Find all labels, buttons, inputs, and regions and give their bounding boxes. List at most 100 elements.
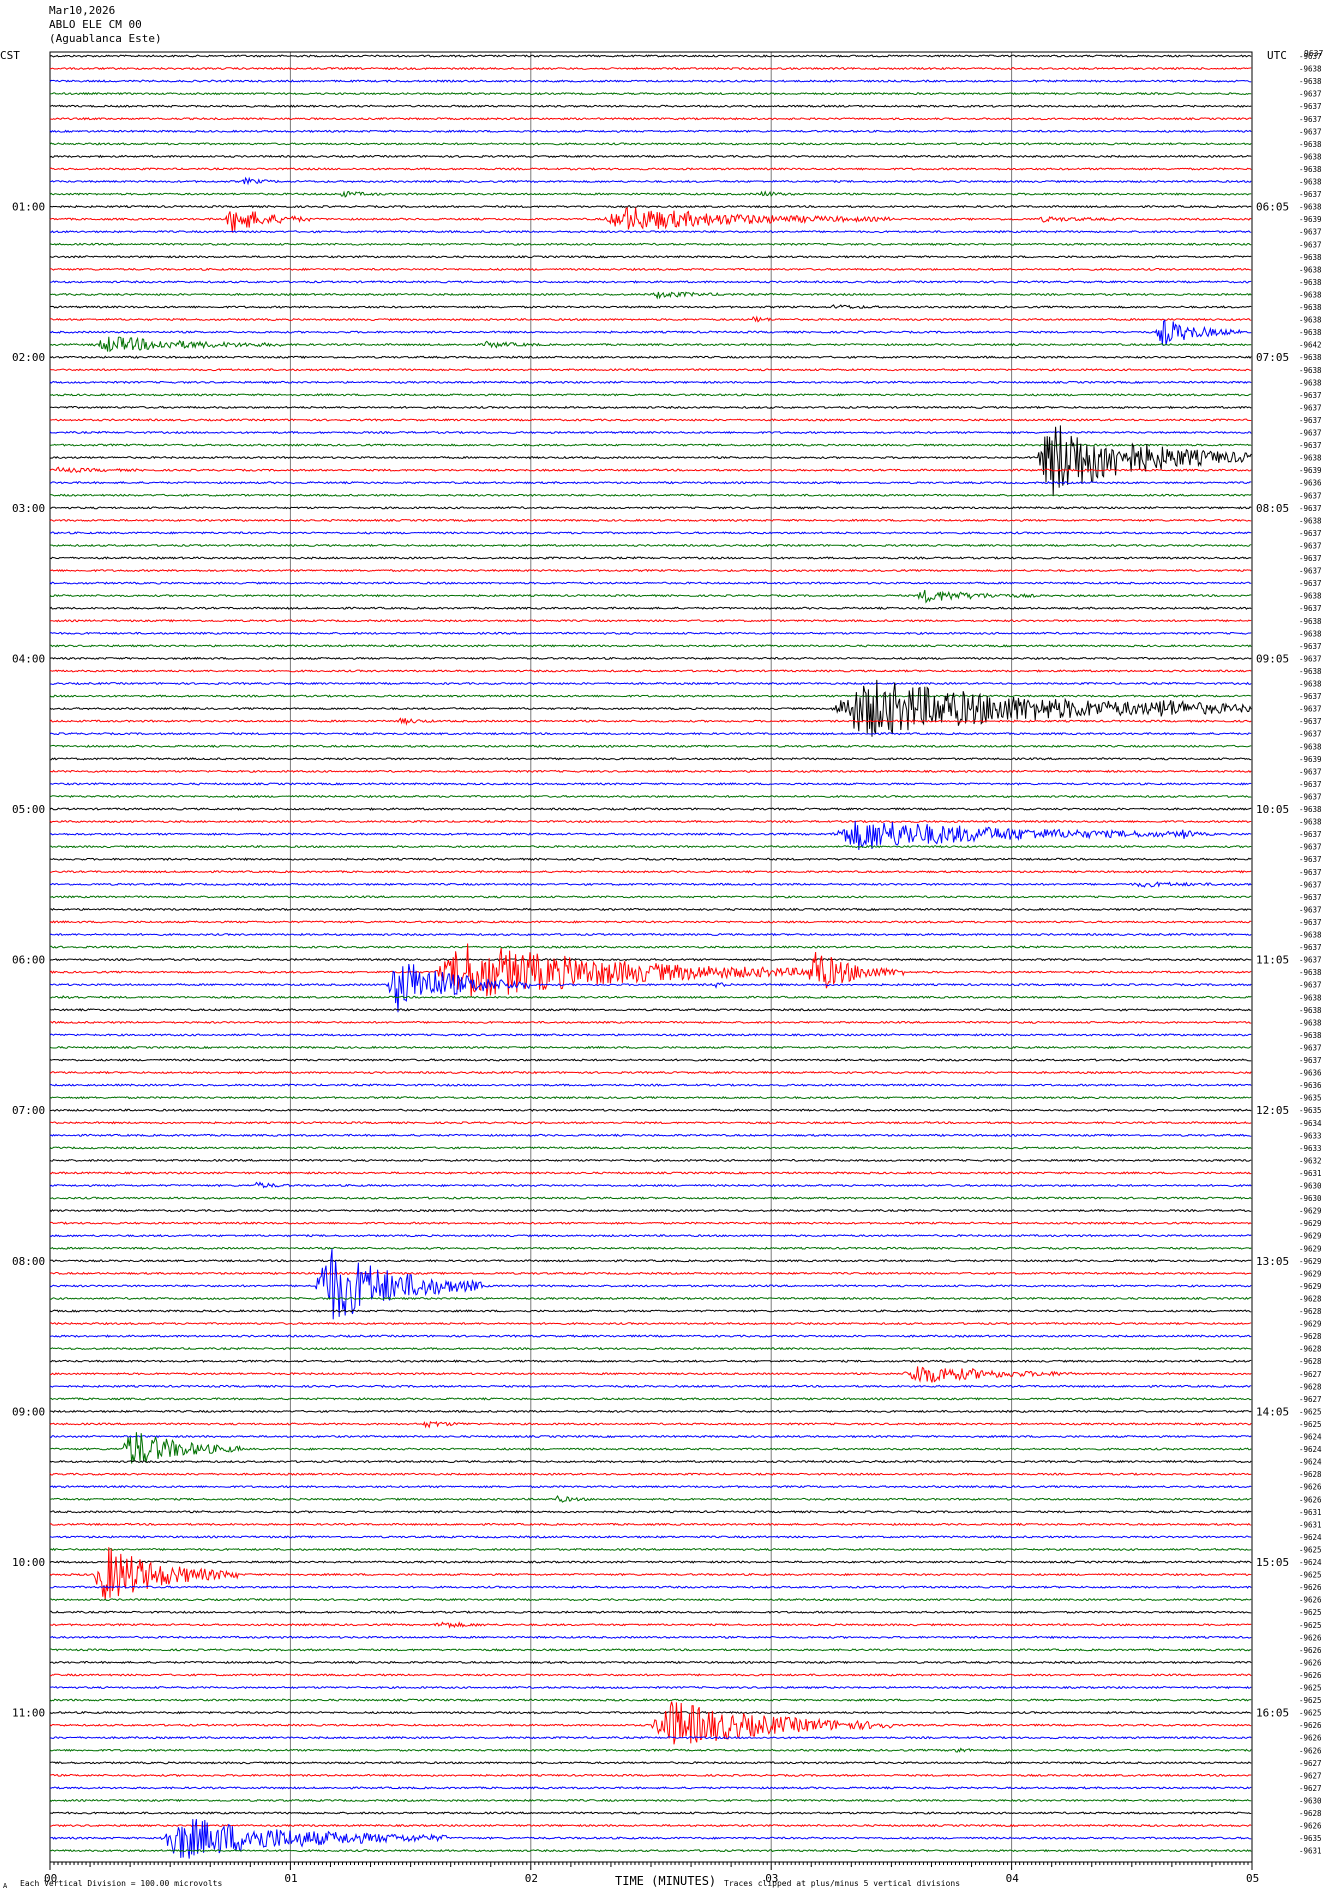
- trace-offset-label: -9637: [1299, 541, 1322, 550]
- trace-line: [49, 945, 1252, 949]
- trace-offset-label: -9626: [1299, 1822, 1322, 1831]
- trace-offset-label: -9637: [1299, 491, 1322, 500]
- trace-offset-label: -9629: [1299, 1269, 1322, 1278]
- trace-line: [49, 1095, 1252, 1100]
- trace-offset-label: -9629: [1299, 1257, 1322, 1266]
- time-axis: 00 01 02 03 04 05: [44, 1862, 1259, 1885]
- x-axis-title: TIME (MINUTES): [615, 1874, 716, 1888]
- trace-line: [49, 466, 1252, 473]
- corner-mark: A: [3, 1882, 8, 1890]
- trace-line: [49, 681, 1252, 686]
- trace-offset-label: -9637: [1299, 567, 1322, 576]
- trace-line: [49, 142, 1252, 146]
- trace-offset-label: -9638: [1299, 592, 1322, 601]
- trace-line: [49, 895, 1252, 899]
- trace-offset-label: -9629: [1299, 1207, 1322, 1216]
- trace-line: [49, 1459, 1252, 1464]
- trace-offset-label: -9626: [1299, 1596, 1322, 1605]
- trace-line: [49, 744, 1252, 748]
- trace-offset-label: -9637: [1299, 730, 1322, 739]
- trace-offset-label: -9638: [1299, 629, 1322, 638]
- trace-offset-label: -9638: [1299, 993, 1322, 1002]
- trace-line: [49, 336, 1252, 353]
- trace-line: [49, 1420, 1252, 1429]
- trace-line: [49, 995, 1252, 1000]
- left-time-label: 01:00: [12, 201, 45, 214]
- trace-line: [49, 506, 1252, 510]
- trace-line: [49, 1547, 1252, 1552]
- trace-offset-label: -9637: [1299, 642, 1322, 651]
- trace-offset-label: -9638: [1299, 968, 1322, 977]
- trace-offset-label: -9629: [1299, 1244, 1322, 1253]
- trace-offset-label: -9630: [1299, 1182, 1322, 1191]
- left-time-label: 02:00: [12, 351, 45, 364]
- trace-offset-label: -9624: [1299, 1433, 1322, 1442]
- trace-offset-label: -9628: [1299, 1332, 1322, 1341]
- trace-line: [49, 1234, 1252, 1238]
- trace-offset-label: -9631: [1299, 1520, 1322, 1529]
- right-time-label: 09:05: [1256, 652, 1289, 665]
- trace-offset-label: -9637: [1299, 767, 1322, 776]
- right-time-label: 06:05: [1256, 201, 1289, 214]
- trace-offset-label: -9637: [1299, 391, 1322, 400]
- trace-line: [49, 1710, 1252, 1715]
- trace-offset-label: -9636: [1299, 479, 1322, 488]
- right-axis-label: UTC: [1267, 49, 1287, 62]
- trace-offset-label: -9631: [1299, 1847, 1322, 1856]
- trace-line: [49, 1819, 1252, 1859]
- right-top-value: 9637: [1304, 49, 1323, 58]
- trace-offset-label: -9629: [1299, 1219, 1322, 1228]
- trace-offset-label: -9638: [1299, 178, 1322, 187]
- trace-line: [49, 1547, 1252, 1600]
- trace-line: [49, 1685, 1252, 1690]
- trace-line: [49, 1660, 1252, 1665]
- trace-offset-label: -9627: [1299, 1395, 1322, 1404]
- trace-offset-label: -9637: [1299, 228, 1322, 237]
- trace-offset-label: -9637: [1299, 52, 1322, 61]
- trace-offset-label: -9638: [1299, 316, 1322, 325]
- seismogram-traces: [49, 54, 1252, 1859]
- trace-offset-label: -9638: [1299, 278, 1322, 287]
- scale-note: Each Vertical Division = 100.00 microvol…: [20, 1879, 222, 1888]
- trace-line: [49, 230, 1252, 234]
- trace-line: [49, 405, 1252, 410]
- trace-offset-label: -9636: [1299, 1081, 1322, 1090]
- trace-line: [49, 717, 1252, 726]
- trace-line: [49, 1208, 1252, 1213]
- trace-line: [49, 393, 1252, 397]
- trace-line: [49, 291, 1252, 300]
- clip-note: Traces clipped at plus/minus 5 vertical …: [724, 1879, 960, 1888]
- trace-offset-label: -9625: [1299, 1608, 1322, 1617]
- trace-line: [49, 315, 1252, 323]
- trace-offset-label: -9638: [1299, 454, 1322, 463]
- trace-offset-label: -9625: [1299, 1545, 1322, 1554]
- trace-offset-label: -9639: [1299, 466, 1322, 475]
- trace-line: [49, 1334, 1252, 1338]
- right-time-label: 11:05: [1256, 954, 1289, 967]
- left-time-label: 10:00: [12, 1556, 45, 1569]
- station-label: ABLO ELE CM 00: [49, 18, 142, 31]
- plot-frame: [49, 51, 1253, 1863]
- trace-line: [49, 1735, 1252, 1740]
- trace-offset-label: -9637: [1299, 127, 1322, 136]
- trace-offset-label: -9625: [1299, 1407, 1322, 1416]
- left-time-label: 06:00: [12, 954, 45, 967]
- trace-line: [49, 731, 1252, 736]
- trace-line: [49, 1020, 1252, 1025]
- left-axis-label: CST: [0, 49, 20, 62]
- trace-line: [49, 1146, 1252, 1150]
- x-tick-label: 05: [1246, 1872, 1259, 1885]
- trace-line: [49, 1321, 1252, 1326]
- trace-line: [50, 757, 1252, 761]
- trace-offset-label: -9630: [1299, 1796, 1322, 1805]
- trace-offset-label: -9626: [1299, 1671, 1322, 1680]
- trace-offset-label: -9637: [1299, 190, 1322, 199]
- trace-line: [49, 154, 1252, 159]
- trace-offset-label: -9637: [1299, 705, 1322, 714]
- trace-line: [49, 1535, 1252, 1539]
- trace-offset-label: -9638: [1299, 290, 1322, 299]
- trace-offset-label: -9637: [1299, 579, 1322, 588]
- trace-offset-label: -9624: [1299, 1458, 1322, 1467]
- trace-offset-label: -9627: [1299, 1771, 1322, 1780]
- trace-line: [49, 656, 1252, 661]
